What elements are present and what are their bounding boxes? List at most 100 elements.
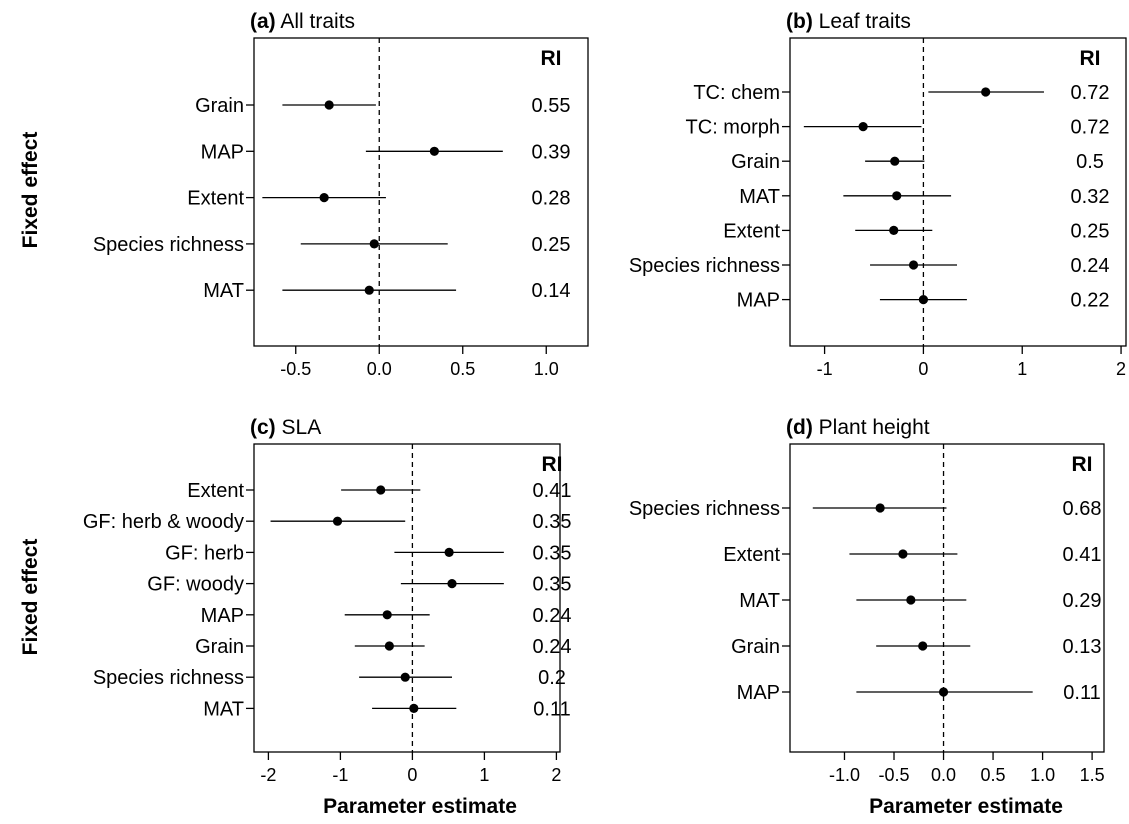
fixed-effect-label: Extent (723, 544, 780, 566)
estimate-point (384, 641, 394, 651)
ri-value: 0.24 (1071, 255, 1110, 277)
x-tick-label: -0.5 (878, 765, 909, 785)
fixed-effect-label: MAP (201, 605, 244, 627)
estimate-point (890, 156, 900, 166)
ri-value: 0.25 (1071, 220, 1110, 242)
fixed-effect-label: Species richness (93, 667, 244, 689)
estimate-point (324, 100, 334, 110)
estimate-point (400, 672, 410, 682)
panel-letter: (b) (786, 10, 813, 33)
ri-header: RI (1072, 453, 1093, 476)
fixed-effect-label: MAT (739, 186, 780, 208)
estimate-point (918, 295, 929, 305)
fixed-effect-label: Extent (187, 188, 244, 210)
fixed-effect-label: MAT (203, 698, 244, 720)
estimate-point (906, 595, 916, 605)
panel-a: (a) All traits RI -0.5 0.0 0.5 1.0 Grain 0.55 MA… (93, 10, 589, 379)
x-tick-label: 0.0 (931, 765, 956, 785)
x-tick-label: 1.5 (1080, 765, 1105, 785)
fixed-effect-label: Grain (195, 95, 244, 117)
x-axis-label-right: Parameter estimate (869, 795, 1063, 818)
panel-c: (c) SLA RI -2 -1 0 1 2 Extent 0.41 GF: herb & woo… (83, 416, 572, 785)
ri-value: 0.24 (533, 636, 572, 658)
estimate-point (332, 516, 343, 526)
fixed-effect-label: Grain (731, 636, 780, 658)
estimate-point (319, 193, 329, 203)
estimate-point (369, 239, 379, 249)
panel-title-text: Leaf traits (813, 10, 911, 33)
panel-letter: (a) (250, 10, 276, 33)
x-tick-label: -0.5 (280, 359, 311, 379)
panel-title-text: All traits (276, 10, 355, 33)
ri-value: 0.29 (1063, 590, 1102, 612)
y-axis-label-bottom: Fixed effect (19, 539, 42, 656)
panel-title-text: Plant height (813, 416, 930, 439)
estimate-point (938, 687, 949, 697)
panel-d: (d) Plant height RI -1.0 -0.5 0.0 0.5 1.0 1.5 Sp… (629, 416, 1105, 785)
plot-frame (789, 37, 1127, 347)
panel-letter: (d) (786, 416, 813, 439)
panel-title: (d) Plant height (786, 416, 930, 439)
fixed-effect-label: Species richness (629, 255, 780, 277)
ri-value: 0.72 (1071, 117, 1110, 139)
ri-header: RI (1080, 47, 1101, 70)
ri-value: 0.11 (1063, 682, 1100, 704)
panel-title-text: SLA (276, 416, 322, 439)
ri-header: RI (541, 47, 562, 70)
estimate-point (444, 547, 454, 558)
ri-value: 0.32 (1071, 186, 1110, 208)
ri-value: 0.28 (532, 188, 571, 210)
estimate-point (382, 610, 392, 620)
x-tick-label: 2 (1116, 359, 1126, 379)
x-axis-label-left: Parameter estimate (323, 795, 517, 818)
ri-value: 0.25 (532, 234, 571, 256)
ri-value: 0.24 (533, 605, 572, 627)
fixed-effect-label: Grain (195, 636, 244, 658)
fixed-effect-label: MAP (737, 290, 780, 312)
panel-b: (b) Leaf traits RI -1 0 1 2 TC: chem 0.72 TC: mo… (629, 10, 1127, 379)
panel-title: (c) SLA (250, 416, 321, 439)
panel-letter: (c) (250, 416, 276, 439)
estimate-point (858, 122, 868, 132)
fixed-effect-label: GF: herb & woody (83, 511, 244, 533)
x-tick-label: -1 (817, 359, 833, 379)
fixed-effect-label: MAT (739, 590, 780, 612)
estimate-point (875, 503, 885, 513)
estimate-point (892, 191, 902, 201)
plot-frame (789, 443, 1105, 753)
x-tick-label: 1 (1017, 359, 1027, 379)
fixed-effect-label: Species richness (93, 234, 244, 256)
x-tick-label: 0.5 (981, 765, 1006, 785)
ri-value: 0.41 (533, 480, 572, 502)
x-tick-label: 0 (407, 765, 417, 785)
plot-frame (253, 443, 561, 753)
x-tick-label: 0.0 (367, 359, 392, 379)
fixed-effect-label: Extent (187, 480, 244, 502)
x-tick-label: 1.0 (1030, 765, 1055, 785)
estimate-point (981, 87, 991, 97)
ri-value: 0.35 (533, 542, 572, 564)
ri-value: 0.5 (1076, 151, 1104, 173)
estimate-point (447, 579, 457, 589)
fixed-effect-label: Species richness (629, 498, 780, 520)
ri-value: 0.35 (533, 574, 572, 596)
fixed-effect-label: MAP (201, 141, 244, 163)
estimate-point (889, 225, 899, 235)
fixed-effect-label: TC: morph (686, 117, 780, 139)
ri-value: 0.2 (538, 667, 566, 689)
ri-value: 0.55 (532, 95, 571, 117)
estimate-point (429, 146, 439, 156)
fixed-effect-label: MAT (203, 280, 244, 302)
estimate-point (898, 549, 908, 559)
estimate-point (409, 703, 419, 714)
x-tick-label: -1 (332, 765, 348, 785)
ri-value: 0.41 (1063, 544, 1102, 566)
fixed-effect-label: MAP (737, 682, 780, 704)
estimate-point (364, 285, 374, 295)
x-tick-label: 0 (918, 359, 928, 379)
ri-value: 0.22 (1071, 290, 1110, 312)
fixed-effect-label: GF: herb (165, 542, 244, 564)
ri-value: 0.13 (1063, 636, 1102, 658)
estimate-point (376, 485, 386, 495)
